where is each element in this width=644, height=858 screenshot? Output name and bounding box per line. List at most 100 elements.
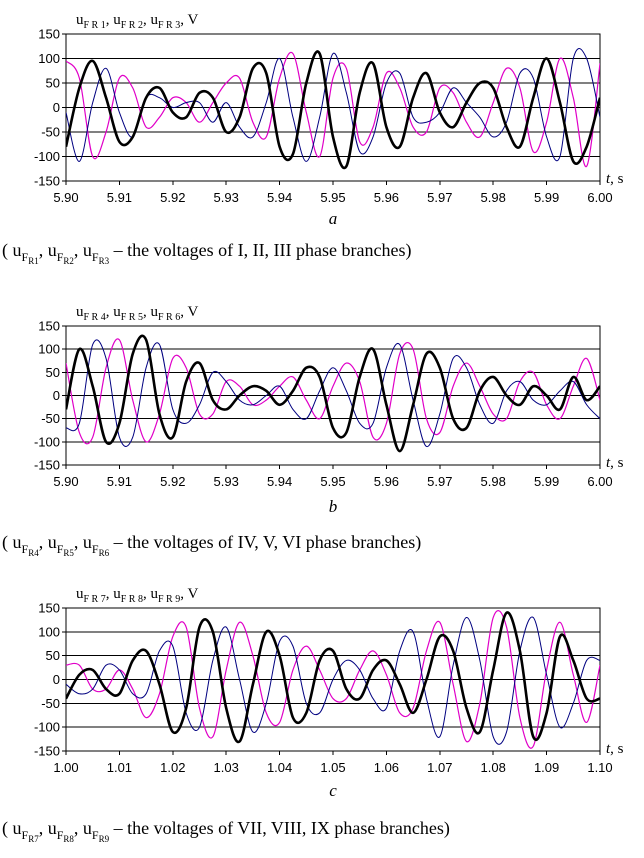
x-tick-label: 5.96 xyxy=(374,474,399,489)
x-unit-symbol: t xyxy=(606,741,611,757)
y-tick-label: -100 xyxy=(34,434,60,449)
y-label-sep: , xyxy=(180,12,187,28)
y-label-sep: , xyxy=(143,586,151,602)
y-tick-label: -150 xyxy=(34,744,60,759)
plot-area-frame xyxy=(65,325,601,466)
y-tick-label: 50 xyxy=(46,648,60,663)
y-label-sep: , xyxy=(143,12,151,28)
y-label-u: u xyxy=(113,304,121,320)
series-line xyxy=(66,50,600,170)
x-tick-label: 5.95 xyxy=(320,474,345,489)
series-line xyxy=(66,51,600,167)
caption-sub-num: 1 xyxy=(34,256,39,266)
caption-u: u xyxy=(83,532,92,552)
y-tick-label: 0 xyxy=(53,100,60,115)
y-label-sep: , xyxy=(106,586,114,602)
caption-sub-F: F xyxy=(57,828,64,842)
x-unit-text: , s xyxy=(610,171,624,187)
y-tick-label: -50 xyxy=(41,696,60,711)
caption-sub-num: 4 xyxy=(34,548,39,558)
x-tick-label: 5.99 xyxy=(534,190,559,205)
x-tick-label: 5.91 xyxy=(107,190,132,205)
y-label-sep: , xyxy=(106,12,114,28)
plot-area-frame xyxy=(65,33,601,182)
x-unit-text: , s xyxy=(610,455,624,471)
y-label-subscript: F R 9 xyxy=(158,594,180,605)
caption-u: u xyxy=(48,240,57,260)
x-tick-label: 6.00 xyxy=(587,474,612,489)
x-tick-label: 5.91 xyxy=(107,474,132,489)
series-line xyxy=(66,48,600,162)
series-line xyxy=(66,334,600,453)
x-tick-label: 1.03 xyxy=(214,760,239,775)
caption-sep: , xyxy=(39,818,48,838)
caption-sub-num: 2 xyxy=(69,256,74,266)
y-label-u: u xyxy=(113,12,121,28)
x-tick-label: 1.05 xyxy=(320,760,345,775)
y-label-u: u xyxy=(76,586,84,602)
y-label-u: u xyxy=(150,12,158,28)
y-axis-label: uF R 7, uF R 8, uF R 9, V xyxy=(76,586,198,605)
x-tick-label: 5.97 xyxy=(427,190,452,205)
caption-text: – the voltages of IV, V, VI phase branch… xyxy=(113,532,422,553)
x-tick-label: 5.90 xyxy=(53,474,78,489)
caption-sep: , xyxy=(39,532,48,552)
caption-sub-R: R xyxy=(99,256,105,266)
x-axis-unit: t, s xyxy=(606,171,624,187)
caption-sub-R: R xyxy=(63,834,69,844)
y-tick-label: 150 xyxy=(38,601,60,616)
x-tick-label: 5.94 xyxy=(267,474,292,489)
y-label-sep: , xyxy=(143,304,151,320)
y-label-u: u xyxy=(76,304,84,320)
y-tick-label: 50 xyxy=(46,76,60,91)
caption-sep: , xyxy=(74,818,83,838)
y-label-u: u xyxy=(76,12,84,28)
caption-text: – the voltages of I, II, III phase branc… xyxy=(113,240,412,261)
caption-text: – the voltages of VII, VIII, IX phase br… xyxy=(113,818,450,839)
caption-sub-R: R xyxy=(28,834,34,844)
caption-sub-num: 6 xyxy=(105,548,110,558)
x-tick-label: 1.08 xyxy=(481,760,506,775)
series-line xyxy=(66,339,600,447)
caption-sub-R: R xyxy=(28,256,34,266)
y-label-subscript: F R 5 xyxy=(121,312,143,323)
x-tick-label: 5.99 xyxy=(534,474,559,489)
caption-u: u xyxy=(48,818,57,838)
x-tick-label: 5.92 xyxy=(160,474,185,489)
caption-sub-R: R xyxy=(28,548,34,558)
panel-letter: a xyxy=(329,209,338,228)
caption-sub-F: F xyxy=(22,542,29,556)
y-label-unit: V xyxy=(187,586,198,602)
x-tick-label: 5.92 xyxy=(160,190,185,205)
x-tick-label: 1.01 xyxy=(107,760,132,775)
panel-caption: ( uFR4, uFR5, uFR6 – the voltages of IV,… xyxy=(2,532,421,558)
series-line xyxy=(66,609,600,749)
caption-u: u xyxy=(83,240,92,260)
y-label-sep: , xyxy=(106,304,114,320)
caption-sub-num: 3 xyxy=(105,256,110,266)
y-tick-label: 0 xyxy=(53,388,60,403)
x-tick-label: 5.95 xyxy=(320,190,345,205)
y-label-unit: V xyxy=(187,304,198,320)
caption-sub-F: F xyxy=(92,828,99,842)
y-tick-label: -150 xyxy=(34,174,60,189)
series-line xyxy=(66,611,600,744)
series-line xyxy=(66,338,600,445)
y-label-subscript: F R 6 xyxy=(158,312,180,323)
x-unit-text: , s xyxy=(610,741,624,757)
y-tick-label: 100 xyxy=(38,342,60,357)
y-tick-label: 100 xyxy=(38,624,60,639)
panel-caption: ( uFR7, uFR8, uFR9 – the voltages of VII… xyxy=(2,818,450,844)
x-tick-label: 1.02 xyxy=(160,760,185,775)
y-label-subscript: F R 3 xyxy=(158,20,180,31)
caption-sub-F: F xyxy=(57,542,64,556)
caption-u: u xyxy=(13,240,22,260)
y-axis-label: uF R 4, uF R 5, uF R 6, V xyxy=(76,304,198,323)
y-tick-label: -100 xyxy=(34,720,60,735)
x-unit-symbol: t xyxy=(606,171,611,187)
y-label-subscript: F R 8 xyxy=(121,594,143,605)
y-tick-label: 0 xyxy=(53,672,60,687)
caption-u: u xyxy=(48,532,57,552)
